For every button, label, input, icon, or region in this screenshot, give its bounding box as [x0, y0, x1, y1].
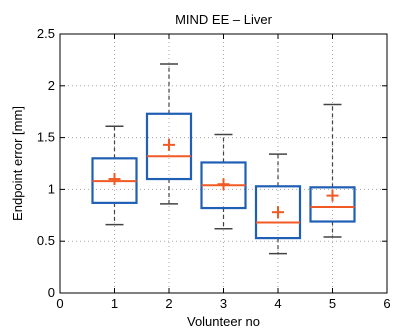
- y-tick-label: 1: [48, 181, 55, 196]
- y-tick-label: 2.5: [37, 26, 55, 41]
- box-plot-1: [91, 125, 138, 226]
- y-axis-title: Endpoint error [mm]: [10, 106, 25, 221]
- axis-ticks: 0 1 2 3 4 5 6 0 0.5 1 1.5 2 2.5: [37, 26, 391, 311]
- chart-title: MIND EE – Liver: [175, 12, 272, 27]
- interquartile-box: [254, 185, 302, 240]
- x-axis-title: Volunteer no: [187, 314, 260, 329]
- x-tick-label: 5: [329, 296, 336, 311]
- x-tick-label: 2: [165, 296, 172, 311]
- x-tick-label: 0: [56, 296, 63, 311]
- box-plot-4: [254, 153, 302, 255]
- x-tick-label: 4: [274, 296, 281, 311]
- y-tick-label: 1.5: [37, 130, 55, 145]
- box-plot-3: [200, 133, 247, 230]
- y-tick-label: 0.5: [37, 233, 55, 248]
- y-tick-label: 2: [48, 78, 55, 93]
- y-tick-label: 0: [48, 285, 55, 300]
- interquartile-box: [145, 112, 193, 181]
- box-series: [91, 63, 356, 255]
- x-tick-label: 6: [383, 296, 390, 311]
- x-tick-label: 3: [220, 296, 227, 311]
- interquartile-box: [309, 186, 356, 223]
- box-plot-2: [145, 63, 193, 205]
- x-tick-label: 1: [111, 296, 118, 311]
- box-plot-5: [309, 103, 356, 238]
